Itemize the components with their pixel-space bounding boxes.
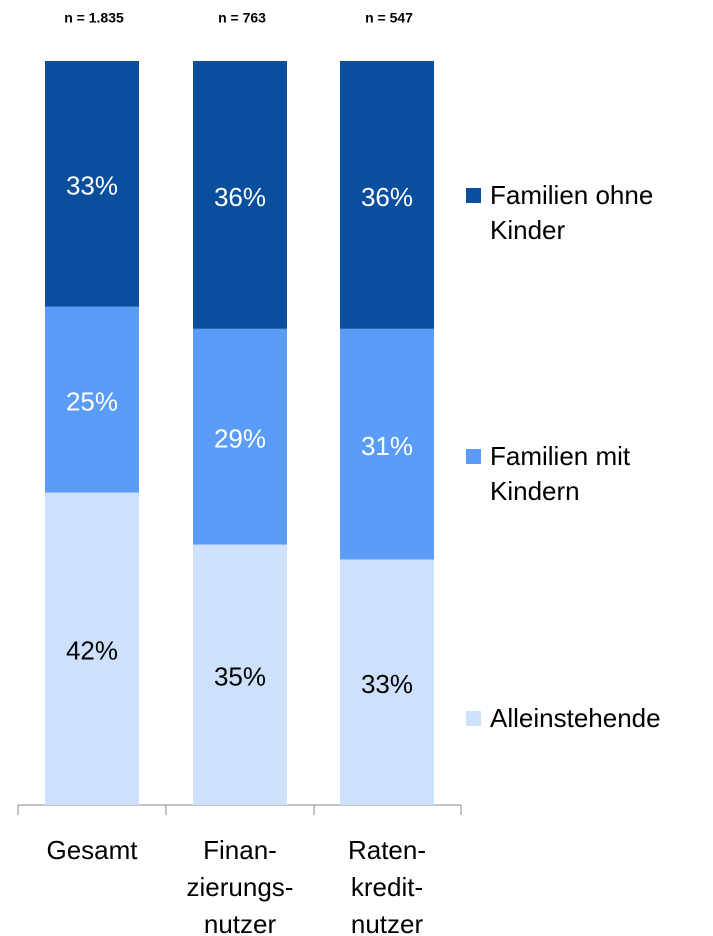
value-label: 31% — [361, 431, 413, 461]
bar-segment — [193, 328, 287, 545]
value-label: 42% — [66, 636, 118, 666]
value-label: 25% — [66, 386, 118, 416]
bar-segment — [193, 61, 287, 329]
sample-size: n = 763 — [218, 10, 266, 26]
legend-swatch — [466, 188, 481, 203]
bar-segment — [340, 328, 434, 560]
legend-label: Familien mit Kindern — [490, 441, 631, 506]
legend-label: Alleinstehende — [490, 703, 661, 733]
legend-swatch — [466, 449, 481, 464]
bar-segment — [45, 492, 139, 805]
legend-label: Familien ohne Kinder — [490, 180, 654, 245]
bar-segment — [340, 559, 434, 805]
bar-segment — [45, 61, 139, 307]
value-label: 36% — [361, 182, 413, 212]
bar-segment — [340, 61, 434, 329]
sample-size: n = 1.835 — [64, 10, 124, 26]
x-tick-label: Raten- kredit- nutzer — [347, 835, 427, 936]
value-label: 36% — [214, 182, 266, 212]
sample-size: n = 547 — [365, 10, 413, 26]
x-tick-label: Gesamt — [46, 835, 138, 865]
value-label: 35% — [214, 662, 266, 692]
value-label: 29% — [214, 424, 266, 454]
legend-swatch — [466, 711, 481, 726]
value-label: 33% — [361, 669, 413, 699]
bar-segment — [193, 544, 287, 805]
x-tick-label: Finan- zierungs- nutzer — [186, 835, 294, 936]
bar-segment — [45, 306, 139, 493]
value-label: 33% — [66, 171, 118, 201]
